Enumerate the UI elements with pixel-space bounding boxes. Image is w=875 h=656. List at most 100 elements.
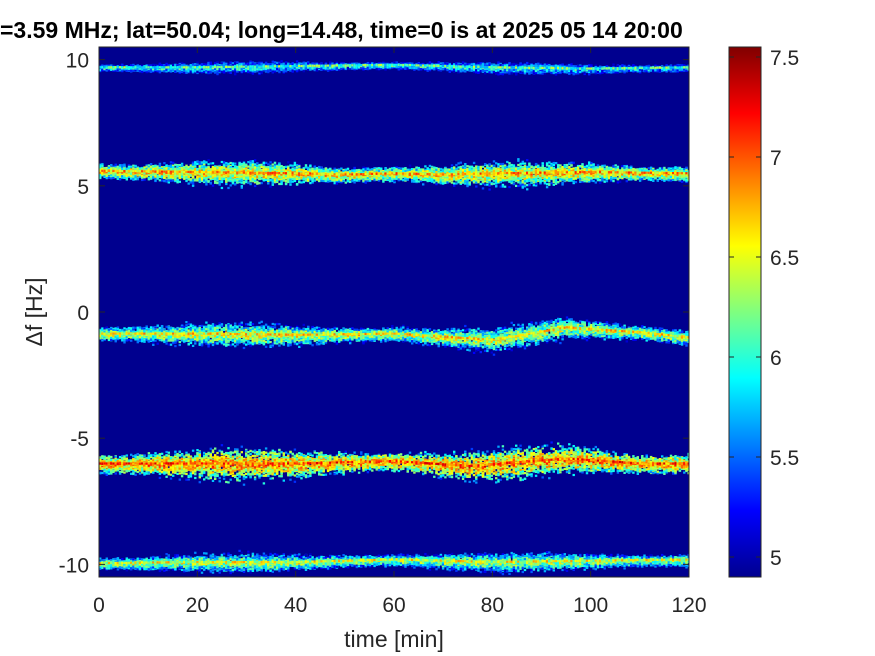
heatmap-cell bbox=[316, 68, 318, 70]
heatmap-cell bbox=[276, 62, 278, 64]
heatmap-cell bbox=[303, 62, 305, 64]
heatmap-cell bbox=[139, 70, 141, 72]
heatmap-cell bbox=[236, 70, 238, 72]
heatmap-cell bbox=[176, 66, 178, 68]
heatmap-cell bbox=[183, 66, 185, 68]
heatmap-cell bbox=[300, 65, 302, 67]
heatmap-cell bbox=[207, 71, 209, 73]
heatmap-cell bbox=[283, 65, 285, 67]
heatmap-cell bbox=[210, 66, 212, 68]
heatmap-cell bbox=[194, 70, 196, 72]
heatmap-cell bbox=[320, 65, 322, 67]
heatmap-cell bbox=[188, 66, 190, 68]
heatmap-cell bbox=[261, 63, 263, 65]
heatmap-cell bbox=[196, 66, 198, 68]
heatmap-cell bbox=[223, 71, 225, 73]
heatmap-cell bbox=[225, 66, 227, 68]
heatmap-cell bbox=[314, 69, 316, 71]
heatmap-cell bbox=[267, 65, 269, 67]
heatmap-cell bbox=[214, 72, 216, 74]
heatmap-cell bbox=[298, 65, 300, 67]
heatmap-cell bbox=[287, 69, 289, 71]
heatmap-cell bbox=[210, 62, 212, 64]
heatmap-cell bbox=[196, 62, 198, 64]
heatmap-cell bbox=[185, 66, 187, 68]
heatmap-cell bbox=[159, 63, 161, 65]
heatmap-cell bbox=[188, 69, 190, 71]
heatmap-cell bbox=[130, 70, 132, 72]
heatmap-cell bbox=[214, 66, 216, 68]
heatmap-cell bbox=[232, 68, 234, 70]
heatmap-cell bbox=[305, 65, 307, 67]
heatmap-cell bbox=[172, 69, 174, 71]
heatmap-cell bbox=[236, 66, 238, 68]
heatmap-cell bbox=[216, 66, 218, 68]
heatmap-cell bbox=[203, 63, 205, 65]
heatmap-cell bbox=[174, 66, 176, 68]
heatmap-cell bbox=[172, 66, 174, 68]
heatmap-cell bbox=[254, 63, 256, 65]
heatmap-cell bbox=[192, 66, 194, 68]
heatmap-cell bbox=[234, 73, 236, 75]
heatmap-cell bbox=[165, 69, 167, 71]
heatmap-cell bbox=[134, 66, 136, 68]
heatmap-cell bbox=[146, 66, 148, 68]
heatmap-cell bbox=[272, 70, 274, 72]
heatmap-cell bbox=[230, 62, 232, 64]
heatmap-cell bbox=[192, 63, 194, 65]
heatmap-cell bbox=[307, 65, 309, 67]
heatmap-cell bbox=[316, 65, 318, 67]
heatmap-cell bbox=[205, 70, 207, 72]
heatmap-cell bbox=[283, 63, 285, 65]
heatmap-cell bbox=[258, 71, 260, 73]
heatmap-cell bbox=[230, 72, 232, 74]
heatmap-cell bbox=[292, 69, 294, 71]
heatmap-cell bbox=[199, 66, 201, 68]
heatmap-cell bbox=[221, 62, 223, 64]
heatmap-cell bbox=[201, 70, 203, 72]
heatmap-cell bbox=[214, 68, 216, 70]
heatmap-cell bbox=[201, 63, 203, 65]
heatmap-cell bbox=[132, 70, 134, 72]
heatmap-cell bbox=[272, 65, 274, 67]
heatmap-cell bbox=[165, 66, 167, 68]
heatmap-cell bbox=[154, 66, 156, 68]
heatmap-cell bbox=[205, 66, 207, 68]
heatmap-cell bbox=[161, 68, 163, 70]
heatmap-cell bbox=[163, 70, 165, 72]
heatmap-cell bbox=[296, 65, 298, 67]
heatmap-cell bbox=[272, 63, 274, 65]
heatmap-cell bbox=[267, 63, 269, 65]
heatmap-cell bbox=[243, 66, 245, 68]
heatmap-cell bbox=[176, 69, 178, 71]
heatmap-cell bbox=[161, 66, 163, 68]
heatmap-cell bbox=[272, 67, 274, 69]
heatmap-cell bbox=[207, 66, 209, 68]
heatmap-cell bbox=[223, 63, 225, 65]
heatmap-cell bbox=[163, 66, 165, 68]
heatmap-cell bbox=[256, 68, 258, 70]
heatmap-cell bbox=[263, 68, 265, 70]
heatmap-cell bbox=[296, 60, 298, 62]
heatmap-cell bbox=[254, 66, 256, 68]
heatmap-cell bbox=[219, 66, 221, 68]
heatmap-cell bbox=[203, 69, 205, 71]
heatmap-cell bbox=[227, 69, 229, 71]
heatmap-cell bbox=[146, 69, 148, 71]
heatmap-cell bbox=[280, 65, 282, 67]
heatmap-cell bbox=[119, 66, 121, 68]
heatmap-cell bbox=[161, 64, 163, 66]
heatmap-cell bbox=[230, 66, 232, 68]
heatmap-cell bbox=[148, 70, 150, 72]
heatmap-cell bbox=[152, 66, 154, 68]
heatmap-cell bbox=[141, 71, 143, 73]
heatmap-cell bbox=[241, 66, 243, 68]
heatmap-cell bbox=[238, 66, 240, 68]
heatmap-cell bbox=[219, 70, 221, 72]
heatmap-cell bbox=[106, 66, 108, 68]
heatmap-cell bbox=[252, 66, 254, 68]
heatmap-cell bbox=[323, 65, 325, 67]
heatmap-cell bbox=[261, 65, 263, 67]
heatmap-cell bbox=[150, 68, 152, 70]
